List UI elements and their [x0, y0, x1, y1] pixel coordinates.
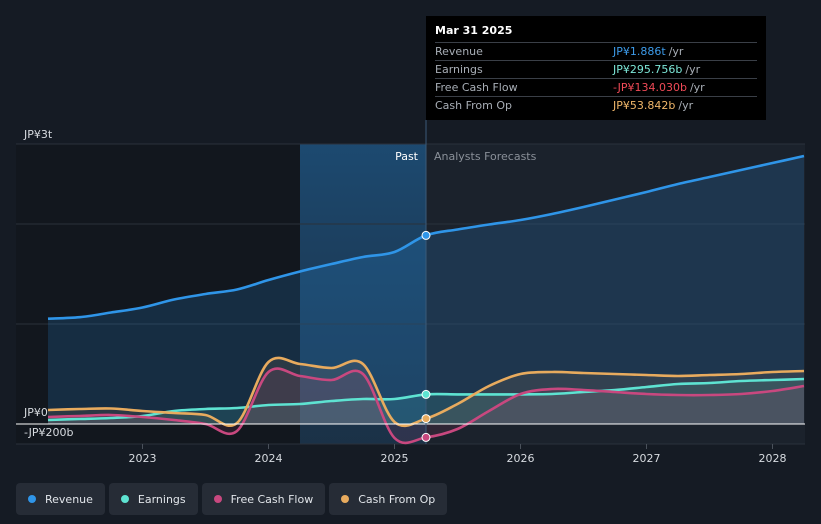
legend-dot-icon	[341, 495, 350, 503]
tooltip-value: -JP¥134.030b	[613, 81, 687, 94]
tooltip-unit: /yr	[685, 63, 701, 76]
past-gradient-band	[300, 144, 426, 444]
earnings-marker	[421, 389, 431, 399]
legend-dot-icon	[213, 495, 222, 503]
tooltip-row-revenue: Revenue JP¥1.886t /yr	[435, 42, 757, 60]
y-axis-labels: JP¥3t JP¥0 -JP¥200b	[23, 128, 73, 439]
legend-dot-icon	[28, 495, 36, 503]
x-tick-label: 2023	[129, 452, 157, 465]
legend-item-revenue[interactable]: Revenue	[16, 483, 105, 515]
y-tick-label: JP¥0	[23, 406, 48, 419]
tooltip-date: Mar 31 2025	[435, 24, 513, 37]
x-tick-label: 2024	[255, 452, 283, 465]
tooltip-unit: /yr	[689, 81, 705, 94]
free-cash-flow-marker	[421, 432, 431, 442]
x-tick-label: 2026	[507, 452, 535, 465]
legend-item-cash-from-op[interactable]: Cash From Op	[329, 483, 448, 515]
legend-label: Cash From Op	[358, 492, 436, 506]
tooltip-label: Cash From Op	[435, 99, 513, 112]
tooltip-value: JP¥1.886t	[613, 45, 666, 58]
tooltip-value: JP¥295.756b	[613, 63, 683, 76]
x-tick-label: 2025	[381, 452, 409, 465]
legend-label: Free Cash Flow	[230, 492, 314, 506]
x-axis-labels: 2023 2024 2025 2026 2027 2028	[129, 444, 787, 465]
tooltip-row-earnings: Earnings JP¥295.756b /yr	[435, 60, 757, 78]
legend: Revenue Earnings Free Cash Flow Cash Fro…	[16, 483, 448, 515]
tooltip-unit: /yr	[678, 99, 694, 112]
legend-label: Revenue	[45, 492, 93, 506]
past-label: Past	[395, 150, 419, 163]
legend-dot-icon	[120, 495, 129, 503]
y-tick-label: -JP¥200b	[24, 426, 73, 439]
tooltip-row-cash-from-op: Cash From Op JP¥53.842b /yr	[435, 96, 757, 114]
x-tick-label: 2027	[633, 452, 661, 465]
forecast-label: Analysts Forecasts	[434, 150, 537, 163]
legend-label: Earnings	[137, 492, 186, 506]
current-value-markers	[421, 230, 431, 442]
x-tick-label: 2028	[759, 452, 787, 465]
grid-lines	[16, 143, 805, 445]
revenue-marker	[421, 230, 431, 240]
tooltip-label: Free Cash Flow	[435, 81, 518, 94]
y-tick-label: JP¥3t	[23, 128, 53, 141]
cash-from-op-marker	[421, 414, 431, 424]
tooltip-unit: /yr	[668, 45, 684, 58]
tooltip-value: JP¥53.842b	[613, 99, 676, 112]
legend-item-free-cash-flow[interactable]: Free Cash Flow	[201, 483, 326, 515]
tooltip: Mar 31 2025 Revenue JP¥1.886t /yr Earnin…	[426, 16, 766, 120]
tooltip-row-free-cash-flow: Free Cash Flow -JP¥134.030b /yr	[435, 78, 757, 96]
tooltip-label: Revenue	[435, 45, 483, 58]
tooltip-label: Earnings	[435, 63, 483, 76]
legend-item-earnings[interactable]: Earnings	[108, 483, 198, 515]
